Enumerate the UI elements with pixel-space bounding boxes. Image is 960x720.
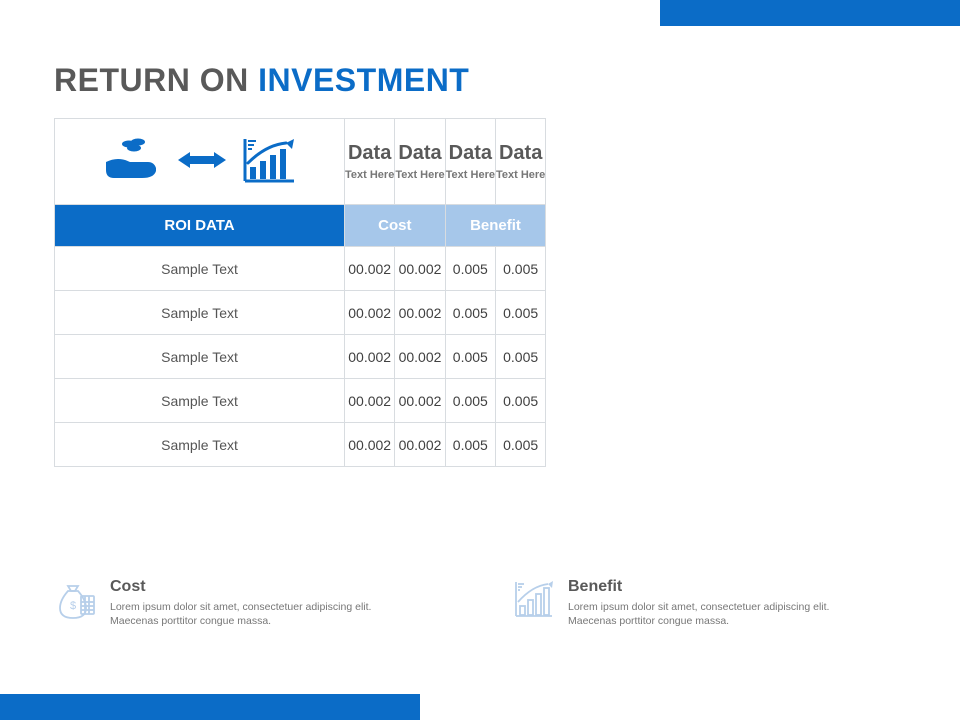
- cost-note-label: Cost: [110, 578, 410, 596]
- cost-note-body: Lorem ipsum dolor sit amet, consectetuer…: [110, 600, 410, 628]
- cell-b1: 0.005: [445, 335, 495, 379]
- cell-c2: 00.002: [395, 423, 445, 467]
- benefit-note-body: Lorem ipsum dolor sit amet, consectetuer…: [568, 600, 868, 628]
- growth-chart-icon: [242, 137, 296, 186]
- cell-c2: 00.002: [395, 379, 445, 423]
- cell-label: Sample Text: [55, 379, 345, 423]
- title-part-1: RETURN ON: [54, 62, 258, 98]
- footer-notes: $ Cost Lorem ipsum dolor sit amet, conse…: [54, 578, 930, 628]
- benefit-note: Benefit Lorem ipsum dolor sit amet, cons…: [512, 578, 930, 628]
- cost-header: Cost: [345, 205, 446, 247]
- decor-bottom-bar: [0, 694, 420, 720]
- table-row: Sample Text00.00200.0020.0050.005: [55, 291, 546, 335]
- table-category-row: ROI DATA Cost Benefit: [55, 205, 546, 247]
- cell-b1: 0.005: [445, 247, 495, 291]
- svg-text:$: $: [70, 600, 76, 612]
- money-bag-icon: $: [54, 578, 96, 628]
- swap-arrows-icon: [178, 150, 226, 173]
- table-row: Sample Text00.00200.0020.0050.005: [55, 335, 546, 379]
- table-row: Sample Text00.00200.0020.0050.005: [55, 423, 546, 467]
- cell-b2: 0.005: [495, 335, 545, 379]
- cell-label: Sample Text: [55, 423, 345, 467]
- data-col-1: DataText Here: [345, 119, 395, 205]
- cost-note: $ Cost Lorem ipsum dolor sit amet, conse…: [54, 578, 472, 628]
- cell-b2: 0.005: [495, 423, 545, 467]
- cell-b2: 0.005: [495, 247, 545, 291]
- data-col-3: DataText Here: [445, 119, 495, 205]
- cell-c1: 00.002: [345, 379, 395, 423]
- hand-coins-icon: [104, 138, 162, 185]
- table-icon-cell: [55, 119, 345, 205]
- data-col-2: DataText Here: [395, 119, 445, 205]
- benefit-note-label: Benefit: [568, 578, 868, 596]
- roi-data-header: ROI DATA: [55, 205, 345, 247]
- cell-label: Sample Text: [55, 291, 345, 335]
- title-part-2: INVESTMENT: [258, 62, 469, 98]
- cell-c1: 00.002: [345, 247, 395, 291]
- cell-c1: 00.002: [345, 423, 395, 467]
- page-title: RETURN ON INVESTMENT: [54, 62, 469, 99]
- cell-b1: 0.005: [445, 423, 495, 467]
- cell-c2: 00.002: [395, 291, 445, 335]
- roi-table: DataText Here DataText Here DataText Her…: [54, 118, 546, 467]
- cell-b1: 0.005: [445, 291, 495, 335]
- cell-b1: 0.005: [445, 379, 495, 423]
- cell-label: Sample Text: [55, 335, 345, 379]
- cell-b2: 0.005: [495, 379, 545, 423]
- cell-b2: 0.005: [495, 291, 545, 335]
- cell-c1: 00.002: [345, 291, 395, 335]
- table-row: Sample Text00.00200.0020.0050.005: [55, 379, 546, 423]
- table-body: Sample Text00.00200.0020.0050.005Sample …: [55, 247, 546, 467]
- cell-label: Sample Text: [55, 247, 345, 291]
- benefit-chart-icon: [512, 578, 554, 628]
- cell-c2: 00.002: [395, 335, 445, 379]
- data-col-4: DataText Here: [495, 119, 545, 205]
- cell-c2: 00.002: [395, 247, 445, 291]
- benefit-header: Benefit: [445, 205, 546, 247]
- cell-c1: 00.002: [345, 335, 395, 379]
- table-head-row: DataText Here DataText Here DataText Her…: [55, 119, 546, 205]
- table-row: Sample Text00.00200.0020.0050.005: [55, 247, 546, 291]
- decor-top-bar: [660, 0, 960, 26]
